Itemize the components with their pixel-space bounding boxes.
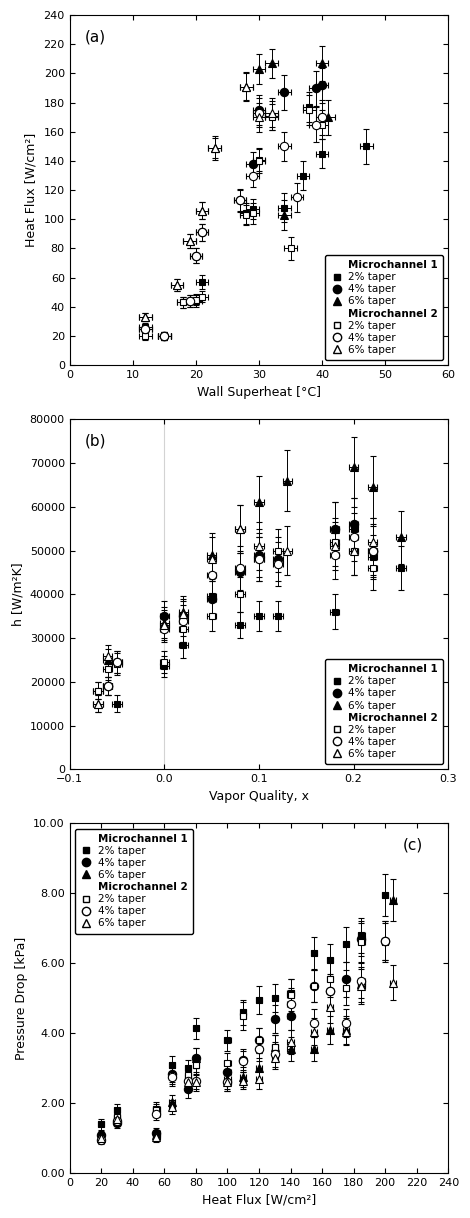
Legend: Microchannel 1, 2% taper, 4% taper, 6% taper, Microchannel 2, 2% taper, 4% taper: Microchannel 1, 2% taper, 4% taper, 6% t…: [75, 828, 193, 934]
Y-axis label: Heat Flux [W/cm²]: Heat Flux [W/cm²]: [25, 133, 38, 247]
X-axis label: Wall Superheat [°C]: Wall Superheat [°C]: [197, 386, 321, 398]
Legend: Microchannel 1, 2% taper, 4% taper, 6% taper, Microchannel 2, 2% taper, 4% taper: Microchannel 1, 2% taper, 4% taper, 6% t…: [325, 659, 443, 764]
Text: (b): (b): [85, 434, 106, 448]
Legend: Microchannel 1, 2% taper, 4% taper, 6% taper, Microchannel 2, 2% taper, 4% taper: Microchannel 1, 2% taper, 4% taper, 6% t…: [325, 255, 443, 361]
Y-axis label: Pressure Drop [kPa]: Pressure Drop [kPa]: [15, 937, 28, 1060]
Text: (c): (c): [403, 838, 423, 853]
Text: (a): (a): [85, 29, 106, 44]
X-axis label: Vapor Quality, x: Vapor Quality, x: [209, 789, 309, 803]
Y-axis label: h [W/m²K]: h [W/m²K]: [11, 563, 24, 626]
X-axis label: Heat Flux [W/cm²]: Heat Flux [W/cm²]: [202, 1194, 316, 1207]
